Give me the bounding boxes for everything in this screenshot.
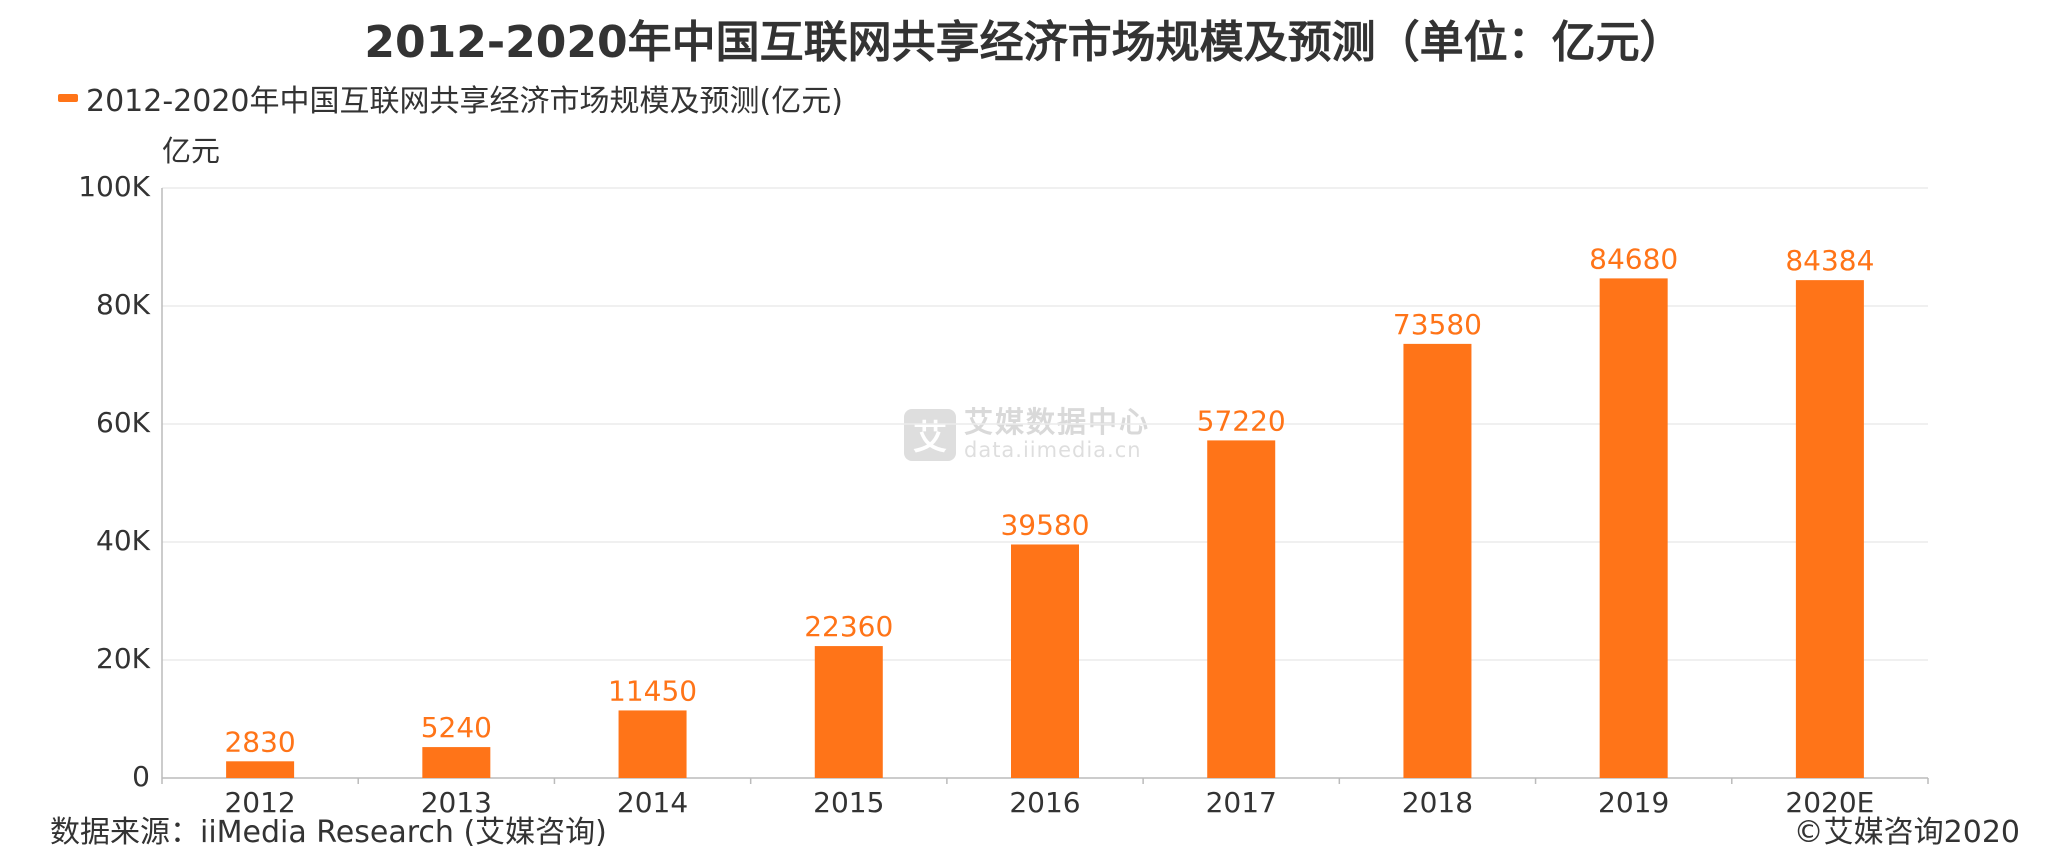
x-tick-label: 2016 [1009,786,1080,819]
bar [1403,343,1472,778]
data-source-note: 数据来源：iiMedia Research (艾媒咨询) [50,815,607,850]
x-tick-label: 2014 [617,786,688,819]
bar [1207,440,1276,778]
bar-value-label: 11450 [608,674,697,707]
x-tick-label: 2012 [224,786,295,819]
copyright-note: ©艾媒咨询2020 [1793,815,2020,850]
bar-value-label: 73580 [1393,308,1482,341]
bar [618,710,687,778]
x-tick-label: 2013 [421,786,492,819]
y-tick-label: 40K [96,524,151,557]
x-tick-label: 2017 [1206,786,1277,819]
bar-value-label: 2830 [224,725,295,758]
y-tick-label: 0 [132,760,150,793]
chart-title: 2012-2020年中国互联网共享经济市场规模及预测（单位：亿元） [364,17,1684,68]
y-tick-label: 20K [96,642,151,675]
bar-value-label: 5240 [421,711,492,744]
bar-value-label: 39580 [1000,508,1089,541]
bar-value-label: 57220 [1197,404,1286,437]
bar-value-label: 84384 [1785,244,1874,277]
x-tick-label: 2019 [1598,786,1669,819]
x-tick-label: 2015 [813,786,884,819]
y-tick-label: 60K [96,406,151,439]
y-tick-label: 80K [96,288,151,321]
bar [1795,280,1864,778]
bar [1011,544,1079,778]
bar-value-label: 84680 [1589,242,1678,275]
bar [422,747,491,778]
x-tick-label: 2020E [1785,786,1874,819]
bar-value-label: 22360 [804,610,893,643]
legend[interactable]: 2012-2020年中国互联网共享经济市场规模及预测(亿元) [58,78,843,119]
bar [1599,278,1668,778]
bar [226,761,295,778]
y-tick-label: 100K [78,170,150,203]
x-tick-label: 2018 [1402,786,1473,819]
y-axis-unit-label: 亿元 [162,134,221,168]
legend-swatch [58,94,78,102]
bar [814,646,883,778]
legend-label: 2012-2020年中国互联网共享经济市场规模及预测(亿元) [86,84,843,119]
